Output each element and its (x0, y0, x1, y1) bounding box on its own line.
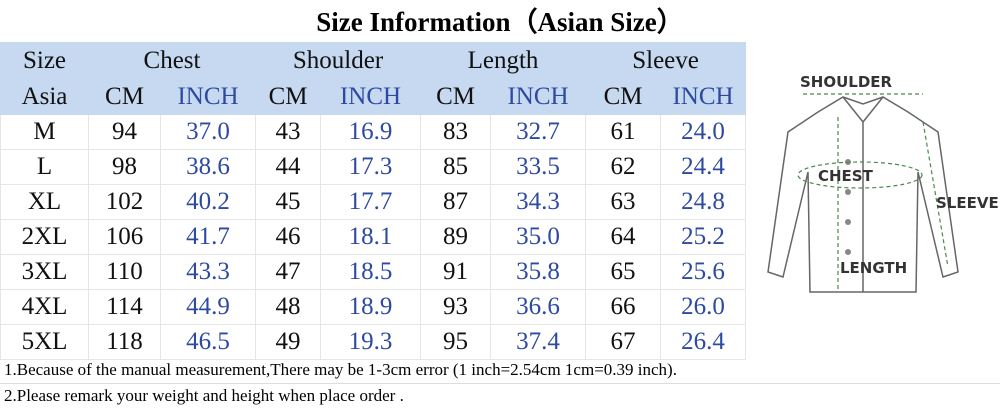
cell: 16.9 (320, 114, 422, 150)
cell: 26.0 (660, 289, 747, 325)
cell: 44.9 (159, 289, 257, 325)
cell: 17.7 (320, 184, 422, 220)
note: 1.Because of the manual measurement,Ther… (4, 360, 677, 379)
cell: 95 (420, 324, 492, 360)
header-cell: CM (585, 78, 662, 115)
cell: 45 (255, 184, 322, 220)
header-cell: INCH (660, 78, 747, 115)
row: L 98 38.6 44 17.3 85 33.5 62 24.4 (0, 149, 747, 185)
diagram-label: SLEEVE (936, 194, 999, 212)
cell: 25.2 (660, 219, 747, 255)
cell: 24.8 (660, 184, 747, 220)
cell: 46 (255, 219, 322, 255)
cell: 3XL (0, 254, 89, 290)
cell: L (0, 149, 89, 185)
header-cell: Chest (87, 42, 257, 79)
cell: 63 (585, 184, 662, 220)
cell: 48 (255, 289, 322, 325)
cell: XL (0, 184, 89, 220)
row: XL 102 40.2 45 17.7 87 34.3 63 24.8 (0, 184, 747, 220)
shirt-diagram: SHOULDER CHEST SLEEVE LENGTH (767, 73, 999, 293)
row: 3XL 110 43.3 47 18.5 91 35.8 65 25.6 (0, 254, 747, 290)
row: 2XL 106 41.7 46 18.1 89 35.0 64 25.2 (0, 219, 747, 255)
cell: 61 (585, 114, 662, 150)
cell: 83 (420, 114, 492, 150)
diagram-label: LENGTH (840, 259, 907, 277)
header-row: Size Chest Shoulder Length Sleeve (0, 42, 747, 79)
cell: 19.3 (320, 324, 422, 360)
cell: 24.0 (660, 114, 747, 150)
cell: 49 (255, 324, 322, 360)
cell: 89 (420, 219, 492, 255)
cell: 85 (420, 149, 492, 185)
cell: 35.0 (490, 219, 587, 255)
cell: 40.2 (159, 184, 257, 220)
header-cell: CM (255, 78, 322, 115)
cell: 43.3 (159, 254, 257, 290)
header-cell: Asia (0, 78, 89, 115)
cell: 62 (585, 149, 662, 185)
cell: 37.0 (159, 114, 257, 150)
cell: 98 (88, 149, 161, 185)
cell: 5XL (0, 324, 89, 360)
size-table: Size Chest Shoulder Length Sleeve Asia CM INCH C… (0, 42, 747, 360)
cell: 47 (255, 254, 322, 290)
cell: 110 (88, 254, 161, 290)
cell: 87 (420, 184, 492, 220)
cell: 91 (420, 254, 492, 290)
cell: 18.9 (320, 289, 422, 325)
cell: 32.7 (490, 114, 587, 150)
header-cell: Length (420, 42, 587, 79)
header-cell: Size (0, 42, 89, 79)
cell: 34.3 (490, 184, 587, 220)
cell: 17.3 (320, 149, 422, 185)
cell: 36.6 (490, 289, 587, 325)
cell: 18.1 (320, 219, 422, 255)
title: Size Information（Asian Size） (316, 7, 684, 37)
cell: 118 (88, 324, 161, 360)
header-cell: CM (420, 78, 492, 115)
cell: 4XL (0, 289, 89, 325)
cell: 26.4 (660, 324, 747, 360)
header-cell: INCH (490, 78, 587, 115)
cell: 25.6 (660, 254, 747, 290)
row: M 94 37.0 43 16.9 83 32.7 61 24.0 (0, 114, 747, 150)
cell: 102 (88, 184, 161, 220)
row: 5XL 118 46.5 49 19.3 95 37.4 67 26.4 (0, 324, 747, 360)
cell: 24.4 (660, 149, 747, 185)
cell: 35.8 (490, 254, 587, 290)
cell: 43 (255, 114, 322, 150)
cell: 37.4 (490, 324, 587, 360)
note: 2.Please remark your weight and height w… (4, 386, 404, 405)
cell: 93 (420, 289, 492, 325)
cell: 46.5 (159, 324, 257, 360)
cell: 94 (88, 114, 161, 150)
header-row: Asia CM INCH CM INCH CM INCH CM INCH (0, 78, 747, 115)
cell: 18.5 (320, 254, 422, 290)
cell: 66 (585, 289, 662, 325)
header-cell: CM (88, 78, 161, 115)
cell: 64 (585, 219, 662, 255)
header-cell: Sleeve (585, 42, 747, 79)
cell: 106 (88, 219, 161, 255)
header-cell: Shoulder (255, 42, 422, 79)
cell: 67 (585, 324, 662, 360)
cell: 44 (255, 149, 322, 185)
divider (0, 383, 1000, 384)
header-cell: INCH (320, 78, 422, 115)
header-cell: INCH (159, 78, 257, 115)
cell: 65 (585, 254, 662, 290)
row: 4XL 114 44.9 48 18.9 93 36.6 66 26.0 (0, 289, 747, 325)
cell: M (0, 114, 89, 150)
cell: 38.6 (159, 149, 257, 185)
cell: 41.7 (159, 219, 257, 255)
diagram-label: SHOULDER (800, 73, 893, 91)
diagram-label: CHEST (818, 167, 874, 185)
cell: 33.5 (490, 149, 587, 185)
cell: 114 (88, 289, 161, 325)
cell: 2XL (0, 219, 89, 255)
